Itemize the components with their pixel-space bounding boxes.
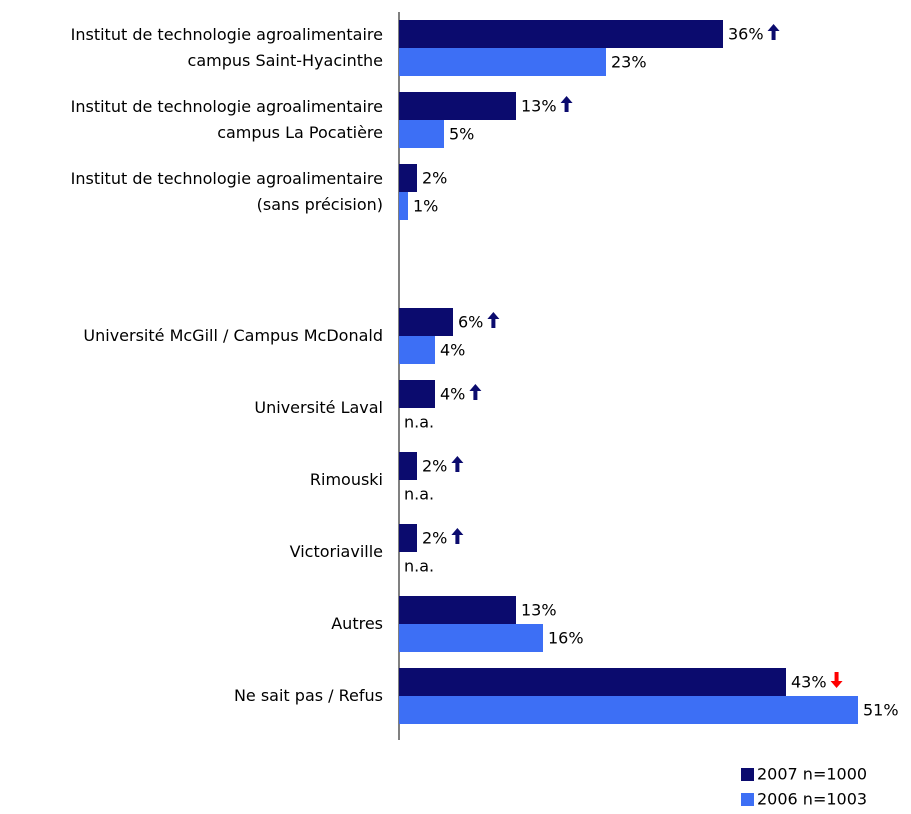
category-label: Victoriaville bbox=[289, 542, 383, 561]
bar bbox=[399, 452, 417, 480]
bar bbox=[399, 336, 435, 364]
value-label: 16% bbox=[548, 629, 584, 648]
bar bbox=[399, 20, 723, 48]
value-label: 6% bbox=[458, 313, 483, 332]
category-label: Institut de technologie agroalimentaire … bbox=[70, 97, 383, 142]
value-label: n.a. bbox=[404, 485, 434, 504]
category-label: Université McGill / Campus McDonald bbox=[83, 326, 383, 345]
trend-arrow bbox=[487, 312, 500, 328]
value-label: 36% bbox=[728, 25, 764, 44]
value-label: 51% bbox=[863, 701, 899, 720]
trend-arrow bbox=[451, 528, 464, 544]
value-label: 2% bbox=[422, 529, 447, 548]
trend-arrow bbox=[469, 384, 482, 400]
legend-label: 2007 n=1000 bbox=[757, 765, 867, 784]
bar bbox=[399, 524, 417, 552]
bar bbox=[399, 668, 786, 696]
value-label: 4% bbox=[440, 385, 465, 404]
legend-swatch bbox=[741, 768, 754, 781]
bar bbox=[399, 624, 543, 652]
value-label: 1% bbox=[413, 197, 438, 216]
legend-swatch bbox=[741, 793, 754, 806]
value-label: n.a. bbox=[404, 557, 434, 576]
value-label: 2% bbox=[422, 169, 447, 188]
value-label: n.a. bbox=[404, 413, 434, 432]
value-label: 2% bbox=[422, 457, 447, 476]
value-label: 4% bbox=[440, 341, 465, 360]
bar bbox=[399, 596, 516, 624]
value-label: 13% bbox=[521, 97, 557, 116]
bar bbox=[399, 380, 435, 408]
bar bbox=[399, 696, 858, 724]
legend-label: 2006 n=1003 bbox=[757, 790, 867, 809]
category-label: Institut de technologie agroalimentaire … bbox=[70, 169, 383, 214]
value-label: 23% bbox=[611, 53, 647, 72]
bar bbox=[399, 192, 408, 220]
category-label: Autres bbox=[331, 614, 383, 633]
bar bbox=[399, 308, 453, 336]
bar bbox=[399, 92, 516, 120]
bar bbox=[399, 164, 417, 192]
value-label: 5% bbox=[449, 125, 474, 144]
value-label: 43% bbox=[791, 673, 827, 692]
trend-arrow bbox=[560, 96, 573, 112]
value-label: 13% bbox=[521, 601, 557, 620]
trend-arrow bbox=[451, 456, 464, 472]
category-label: Université Laval bbox=[254, 398, 383, 417]
category-label: Ne sait pas / Refus bbox=[233, 686, 383, 705]
bar bbox=[399, 48, 606, 76]
category-label: Rimouski bbox=[309, 470, 383, 489]
trend-arrow bbox=[767, 24, 780, 40]
bar bbox=[399, 120, 444, 148]
category-label: Institut de technologie agroalimentaire … bbox=[70, 25, 383, 70]
trend-arrow bbox=[830, 672, 843, 688]
